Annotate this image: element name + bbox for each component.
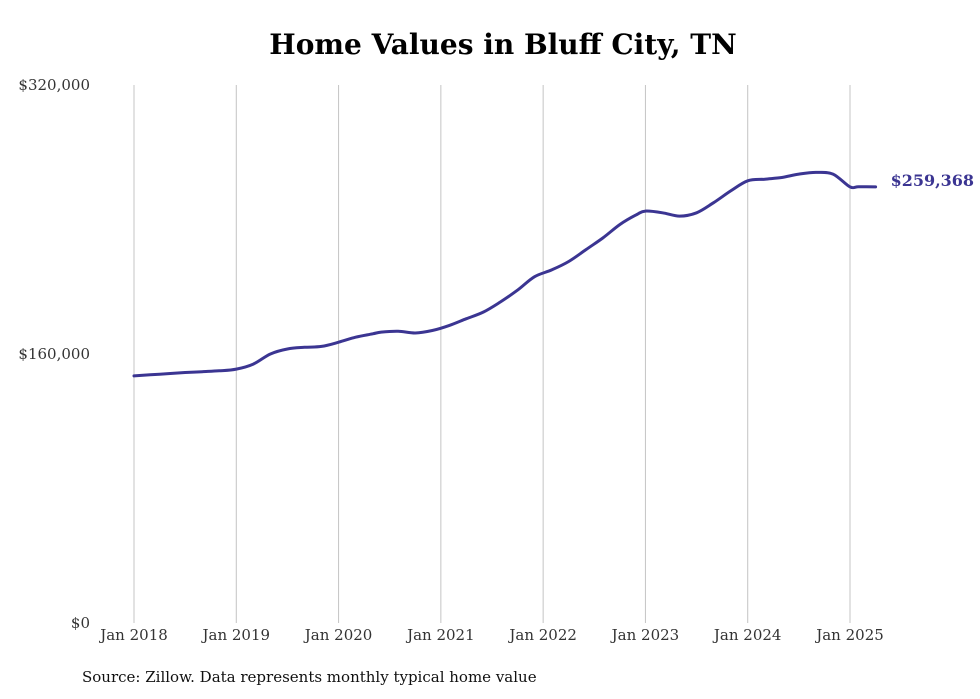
series-line (132, 170, 878, 378)
x-tick-label: Jan 2021 (405, 626, 475, 644)
y-tick-label: $0 (71, 614, 90, 632)
x-tick-label: Jan 2020 (303, 626, 373, 644)
source-note: Source: Zillow. Data represents monthly … (82, 668, 537, 686)
grid-lines (133, 85, 851, 623)
x-tick-label: Jan 2023 (610, 626, 680, 644)
x-tick-label: Jan 2019 (201, 626, 271, 644)
chart-title: Home Values in Bluff City, TN (269, 28, 737, 61)
y-tick-label: $320,000 (18, 76, 90, 94)
x-axis: Jan 2018 Jan 2019 Jan 2020 Jan 2021 Jan 2022… (98, 626, 884, 644)
x-tick-label: Jan 2025 (814, 626, 884, 644)
y-tick-label: $160,000 (18, 345, 90, 363)
end-value-label: $259,368 (891, 171, 975, 190)
x-tick-label: Jan 2018 (98, 626, 168, 644)
y-axis: $0 $160,000 $320,000 (18, 76, 90, 632)
x-tick-label: Jan 2022 (507, 626, 577, 644)
x-tick-label: Jan 2024 (712, 626, 782, 644)
